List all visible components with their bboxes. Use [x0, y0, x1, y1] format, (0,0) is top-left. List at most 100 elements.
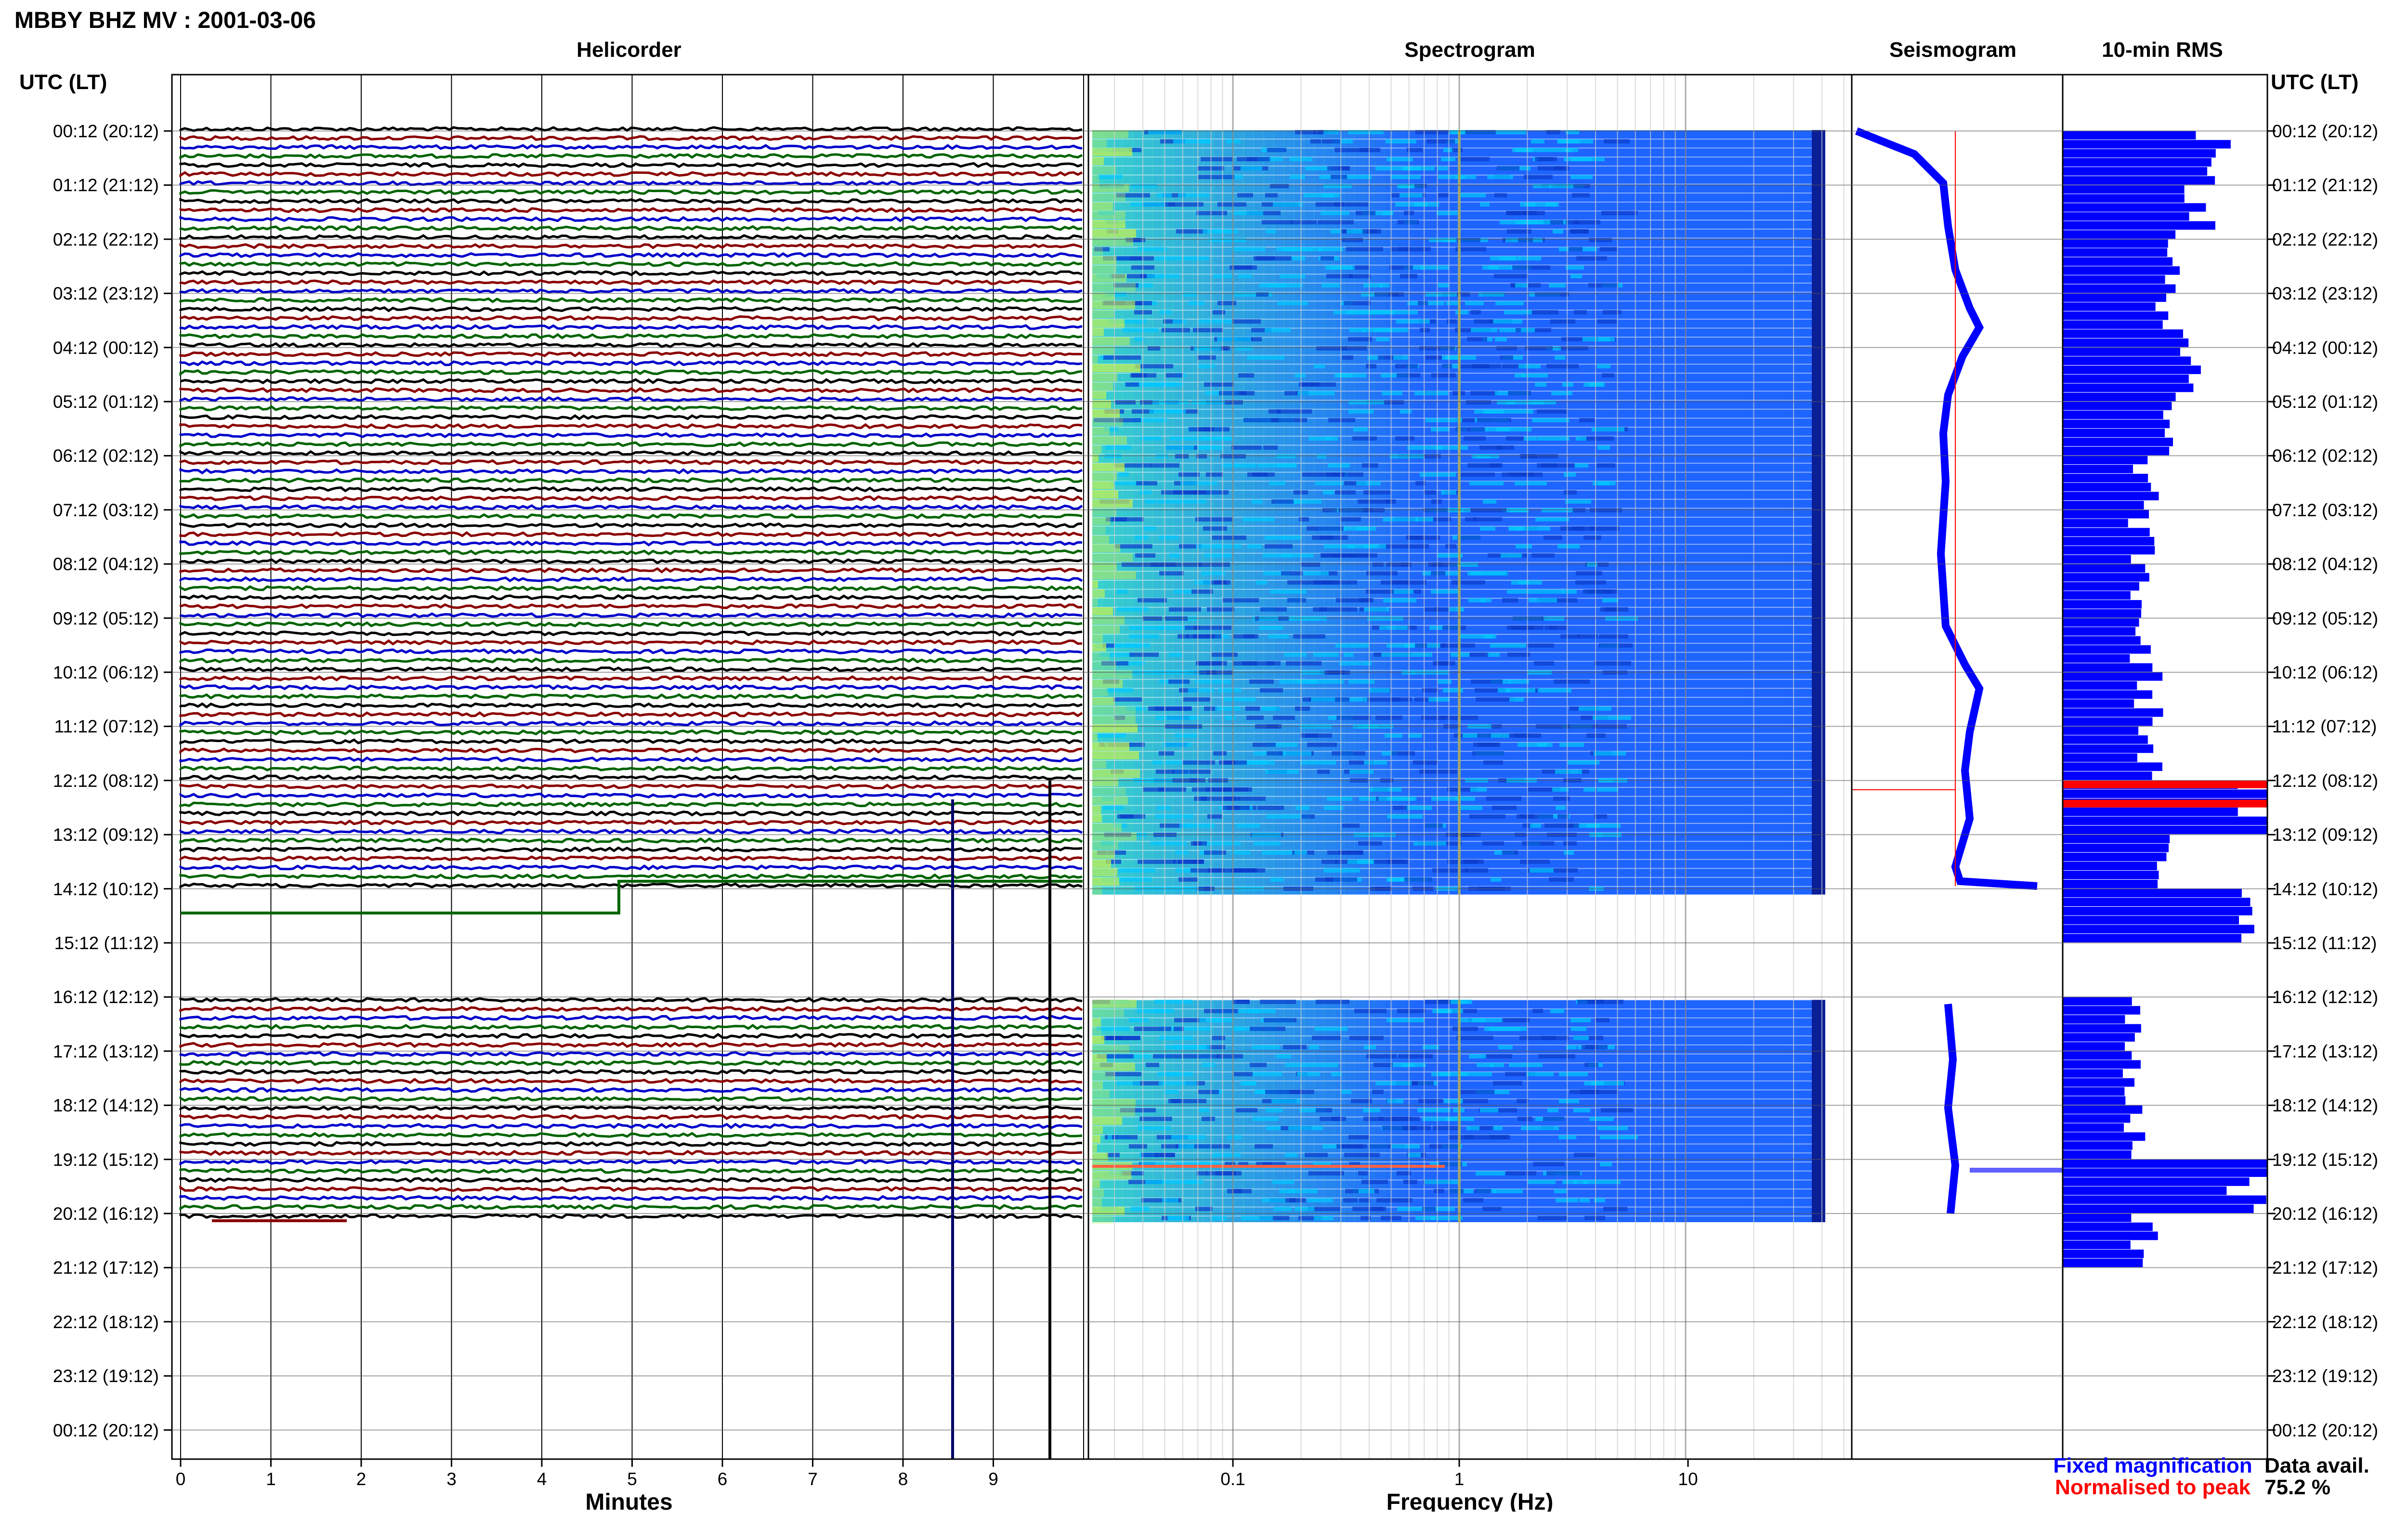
- rms-bar: [2063, 212, 2189, 221]
- spectrogram-cell: [1141, 1198, 1176, 1202]
- spectrogram-cell: [1590, 526, 1620, 531]
- spectrogram-cell: [1309, 1045, 1319, 1049]
- spectrogram-panel: [1092, 75, 1845, 1459]
- helicorder-trace: [179, 576, 1083, 583]
- rms-bar: [2063, 419, 2170, 429]
- helicorder-trace: [179, 540, 1083, 547]
- spectrogram-cell: [1393, 806, 1407, 810]
- spectrogram-cell: [1174, 499, 1206, 504]
- spectrogram-cell: [1467, 337, 1487, 341]
- spectrogram-cell: [1203, 229, 1238, 234]
- spectrogram-cell: [1562, 589, 1577, 594]
- spectrogram-lowfreq-cell: [1092, 283, 1136, 291]
- spectrogram-cell: [1526, 1072, 1554, 1076]
- helicorder-trace: [179, 135, 1083, 142]
- helicorder-trace: [179, 324, 1083, 330]
- rms-bar: [2063, 473, 2148, 483]
- helicorder-trace: [179, 468, 1083, 475]
- rms-bar: [2063, 456, 2148, 465]
- spectrogram-cell: [1579, 418, 1595, 422]
- spectrogram-cell: [1373, 562, 1384, 567]
- helicorder-xtick-label: 9: [988, 1469, 998, 1489]
- rms-bar: [2063, 808, 2238, 816]
- spectrogram-cell: [1408, 733, 1422, 738]
- spectrogram-lowfreq-cell: [1092, 130, 1128, 138]
- spectrogram-cell: [1553, 796, 1570, 801]
- spectrogram-cell: [1569, 247, 1583, 251]
- spectrogram-cell: [1204, 1009, 1239, 1013]
- spectrogram-cell: [1094, 418, 1123, 422]
- spectrogram-band: [1152, 130, 1164, 895]
- spectrogram-cell: [1318, 220, 1354, 224]
- spectrogram-cell: [1604, 139, 1630, 144]
- spectrogram-cell: [1491, 1126, 1503, 1130]
- spectrogram-cell: [1279, 1189, 1295, 1193]
- spectrogram-cell: [1335, 148, 1371, 152]
- helicorder-trace: [179, 639, 1083, 646]
- spectrogram-cell: [1327, 166, 1349, 170]
- rms-bar: [2063, 1006, 2140, 1015]
- spectrogram-cell: [1354, 1009, 1387, 1013]
- spectrogram-cell: [1113, 319, 1147, 324]
- helicorder-xtick-label: 7: [808, 1469, 818, 1489]
- spectrogram-cell: [1456, 1036, 1493, 1040]
- spectrogram-cell: [1426, 823, 1443, 828]
- spectrogram-cell: [1143, 787, 1165, 792]
- spectrogram-lowfreq-cell: [1092, 1207, 1125, 1215]
- spectrogram-cell: [1466, 400, 1491, 405]
- spectrogram-cell: [1498, 1045, 1513, 1049]
- spectrogram-cell: [1414, 184, 1427, 188]
- spectrogram-cell: [1403, 166, 1435, 170]
- spectrogram-lowfreq-cell: [1092, 850, 1114, 859]
- spectrogram-cell: [1483, 1054, 1512, 1058]
- spectrogram-cell: [1211, 1216, 1227, 1220]
- time-label-right: 09:12 (05:12): [2272, 609, 2378, 628]
- rms-bar: [2063, 582, 2139, 591]
- spectrogram-cell: [1507, 653, 1530, 657]
- spectrogram-cell: [1120, 814, 1134, 819]
- time-label-right: 15:12 (11:12): [2272, 933, 2377, 953]
- spectrogram-lowfreq-cell: [1092, 1036, 1104, 1044]
- spectrogram-lowfreq-cell: [1092, 760, 1106, 769]
- helicorder-trace: [179, 1078, 1082, 1084]
- spectrogram-cell: [1470, 787, 1487, 792]
- spectrogram-cell: [1469, 481, 1504, 485]
- spectrogram-cell: [1461, 472, 1495, 477]
- spectrogram-cell: [1594, 814, 1607, 819]
- spectrogram-cell: [1122, 562, 1154, 567]
- spectrogram-cell: [1322, 283, 1340, 287]
- spectrogram-cell: [1156, 1180, 1192, 1184]
- spectrogram-cell: [1415, 643, 1427, 648]
- spectrogram-cell: [1509, 1063, 1543, 1067]
- spectrogram-cell: [1448, 1135, 1474, 1139]
- spectrogram-cell: [1570, 229, 1588, 234]
- spectrogram-cell: [1186, 634, 1221, 639]
- spectrogram-cell: [1457, 806, 1482, 810]
- spectrogram-cell: [1292, 499, 1322, 504]
- spectrogram-cell: [1466, 1126, 1479, 1130]
- spectrogram-cell: [1161, 1144, 1187, 1149]
- rms-bar: [2063, 356, 2191, 365]
- spectrogram-lowfreq-cell: [1092, 743, 1129, 751]
- time-label-right: 06:12 (02:12): [2272, 446, 2378, 466]
- spectrogram-cell: [1566, 868, 1578, 873]
- spectrogram-cell: [1516, 526, 1550, 531]
- rms-bar: [2063, 383, 2194, 392]
- time-label-right: 17:12 (13:12): [2272, 1042, 2378, 1061]
- spectrogram-cell: [1440, 643, 1475, 648]
- helicorder-xtick-label: 2: [356, 1469, 366, 1489]
- time-label-right: 13:12 (09:12): [2272, 825, 2378, 845]
- spectrogram-cell: [1277, 463, 1297, 468]
- rms-bar: [2063, 1069, 2123, 1078]
- spectrogram-cell: [1327, 796, 1352, 801]
- spectrogram-cell: [1598, 337, 1615, 341]
- spectrogram-cell: [1464, 436, 1486, 441]
- rms-bar: [2063, 338, 2189, 347]
- spectrogram-cell: [1521, 1126, 1559, 1130]
- spectrogram-cell: [1351, 1099, 1372, 1103]
- spectrogram-cell: [1307, 743, 1337, 747]
- spectrogram-band: [1294, 130, 1305, 895]
- spectrogram-xtick-label: 10: [1678, 1469, 1698, 1489]
- spectrogram-lowfreq-cell: [1092, 697, 1114, 705]
- spectrogram-cell: [1356, 481, 1381, 485]
